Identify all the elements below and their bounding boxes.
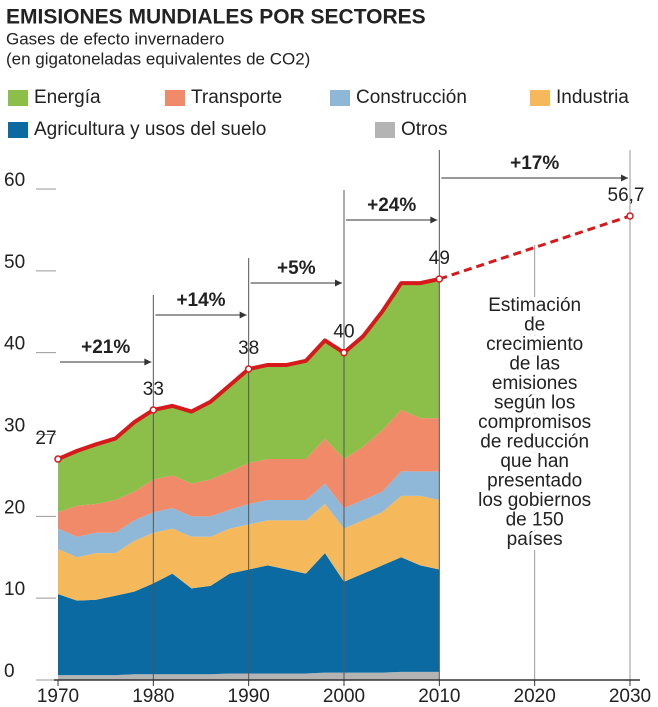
point [626,212,634,220]
legend-swatch [530,90,550,106]
note-text: de 150 [506,510,564,531]
legend-label: Energía [34,87,101,108]
growth-label: +14% [176,290,225,311]
chart-title: EMISIONES MUNDIALES POR SECTORES [6,6,426,29]
y-tick-label: 10 [4,579,25,600]
point-label: 49 [429,248,450,269]
legend-swatch [165,90,185,106]
note-text: emisiones [492,373,578,394]
arrow-head [335,279,342,287]
point [54,455,62,463]
legend-label: Otros [401,119,447,140]
y-tick-label: 50 [4,252,25,273]
arrow-head [430,216,438,224]
note-bg [530,492,539,511]
y-tick-label: 20 [4,497,25,518]
arrow-head [144,358,152,366]
note-text: que han [500,451,569,472]
note-text: según los [494,393,575,414]
x-tick-label: 2020 [514,686,556,707]
point [244,365,253,373]
note-bg [530,414,539,433]
note-text: los gobiernos [478,490,591,511]
legend-swatch [8,90,28,106]
note-text: compromisos [478,412,591,433]
x-tick-label: 2030 [609,686,651,707]
point-label: 40 [333,322,354,343]
note-bg [530,531,539,550]
note-bg [530,375,539,394]
note-text: crecimiento [486,334,583,355]
legend-label: Construcción [356,87,467,108]
note-bg [530,511,539,531]
growth-label: +24% [367,195,416,216]
x-tick-label: 1980 [132,686,174,707]
legend-label: Industria [556,87,629,108]
growth-label: +5% [277,258,316,279]
note-bg [530,336,539,355]
note-text: presentado [487,471,582,492]
growth-label: +21% [81,337,130,358]
note-bg [530,453,539,472]
point-label: 27 [35,428,56,449]
y-tick-label: 60 [4,170,25,191]
legend-label: Agricultura y usos del suelo [34,119,266,140]
arrow-head [239,311,247,319]
point [149,406,158,414]
point-label: 33 [143,379,164,400]
note-text: Estimación [488,295,581,316]
chart-subtitle: (en gigatoneladas equivalentes de CO2) [6,49,310,68]
note-bg [530,472,539,492]
note-bg [530,433,539,453]
x-tick-label: 2010 [418,686,460,707]
note-bg [530,316,539,336]
projection-line [438,214,631,281]
legend-swatch [330,90,350,106]
legend-swatch [375,122,395,138]
note-bg [530,355,539,375]
point-label: 38 [238,338,259,359]
point [340,348,348,357]
x-tick-label: 2000 [323,686,365,707]
legend-label: Transporte [191,87,282,108]
note-bg [530,297,539,316]
x-tick-label: 1970 [37,686,79,707]
point [435,275,444,283]
point-label: 56,7 [608,185,645,206]
legend-swatch [8,122,28,138]
chart-subtitle: Gases de efecto invernadero [6,29,224,48]
y-tick-label: 0 [4,661,15,682]
note-text: países [507,529,563,550]
growth-label: +17% [510,153,559,174]
y-tick-label: 30 [4,416,25,437]
y-tick-label: 40 [4,334,25,355]
arrow-head [621,174,628,182]
note-text: de las [509,354,560,375]
note-bg [530,394,539,414]
x-tick-label: 1990 [228,686,270,707]
note-text: de [524,315,545,336]
note-text: de reducción [480,432,589,453]
